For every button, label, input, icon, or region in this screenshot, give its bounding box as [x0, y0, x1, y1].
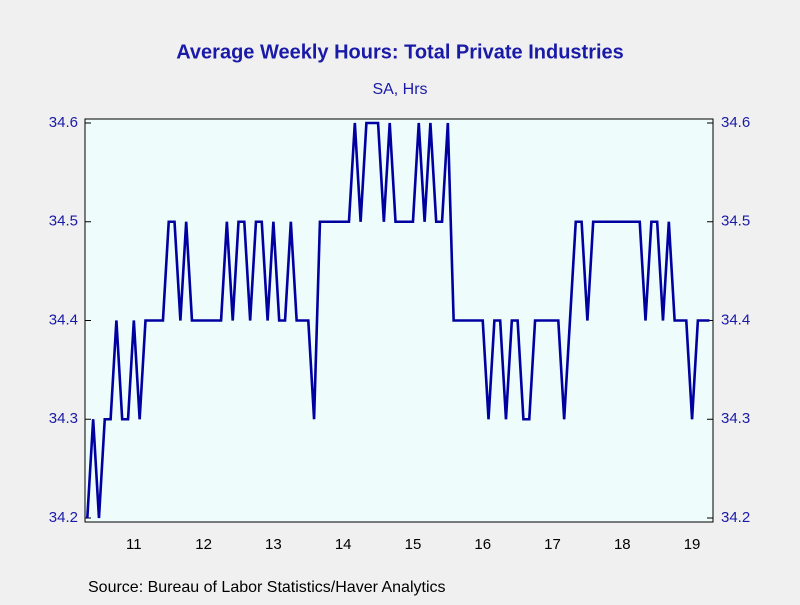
- x-tick-label: 17: [544, 536, 561, 553]
- plot-area: [84, 118, 714, 523]
- source-note: Source: Bureau of Labor Statistics/Haver…: [88, 579, 446, 596]
- y-tick-label: 34.6: [49, 114, 78, 131]
- x-tick-label: 16: [474, 536, 491, 553]
- x-tick-label: 19: [684, 536, 701, 553]
- y-tick-label: 34.2: [49, 509, 78, 526]
- y2-tick-label: 34.3: [721, 410, 750, 427]
- x-tick-label: 11: [126, 536, 142, 553]
- x-tick-label: 12: [195, 536, 212, 553]
- y2-tick-label: 34.5: [721, 213, 750, 230]
- chart-title: Average Weekly Hours: Total Private Indu…: [176, 41, 624, 63]
- x-tick-label: 15: [405, 536, 422, 553]
- y2-tick-label: 34.2: [721, 509, 750, 526]
- y-tick-label: 34.3: [49, 410, 78, 427]
- chart-subtitle: SA, Hrs: [372, 81, 427, 98]
- y2-tick-label: 34.6: [721, 114, 750, 131]
- x-tick-label: 18: [614, 536, 631, 553]
- x-tick-label: 13: [265, 536, 282, 553]
- data-line: [86, 121, 710, 519]
- y-tick-label: 34.4: [49, 311, 78, 328]
- y-tick-label: 34.5: [49, 213, 78, 230]
- y2-tick-label: 34.4: [721, 311, 750, 328]
- x-tick-label: 14: [335, 536, 352, 553]
